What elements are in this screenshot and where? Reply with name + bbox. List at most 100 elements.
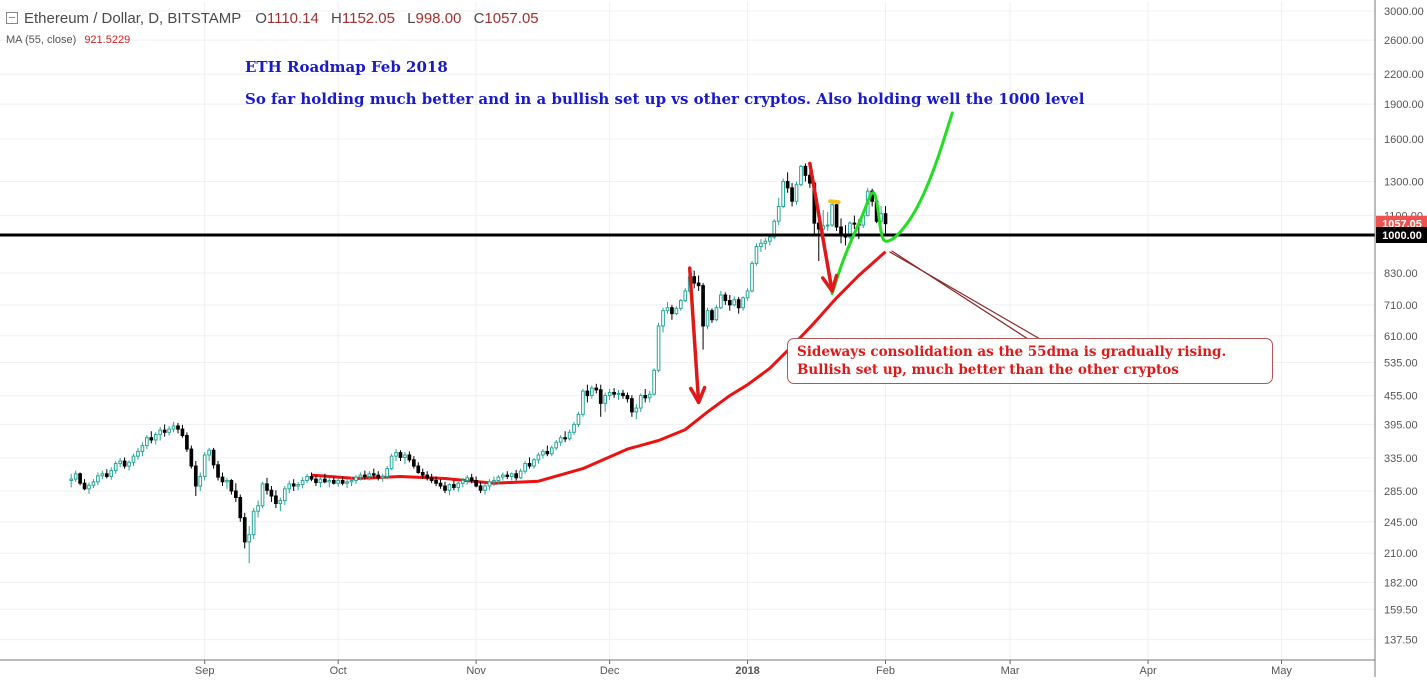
candle [452, 480, 456, 491]
candle [412, 456, 416, 469]
candle [750, 261, 754, 293]
candle-body [104, 473, 109, 477]
candle [331, 476, 336, 485]
candle [723, 292, 728, 305]
y-tick-label: 210.00 [1384, 548, 1418, 560]
candle [354, 475, 358, 484]
candle [589, 385, 594, 399]
candle [305, 473, 309, 484]
callout-line-1: Sideways consolidation as the 55dma is g… [797, 344, 1227, 360]
candle [131, 453, 136, 467]
candle [149, 431, 154, 444]
y-tick-label: 137.50 [1384, 635, 1418, 647]
candle-body [825, 224, 830, 227]
candle [158, 426, 163, 441]
drawings-layer [0, 111, 1375, 405]
x-tick-label: May [1271, 665, 1292, 677]
collapse-icon[interactable] [6, 12, 18, 24]
candle [696, 275, 701, 291]
candle [607, 388, 612, 401]
candle-body [69, 478, 74, 481]
candle-body [394, 452, 398, 457]
candle-body [193, 465, 198, 487]
candle-body [794, 184, 799, 202]
candle-body [216, 464, 220, 478]
candle-body [122, 460, 127, 467]
candle [251, 508, 256, 540]
y-tick-label: 182.00 [1384, 577, 1418, 589]
candle-body [736, 299, 741, 309]
candle [323, 473, 327, 484]
candle [647, 391, 652, 403]
candle-body [567, 431, 572, 440]
candle [127, 460, 131, 471]
candle-body [145, 437, 149, 447]
candle-body [296, 484, 300, 487]
ma-legend[interactable]: MA (55, close) 921.5229 [6, 34, 130, 46]
candle [429, 473, 434, 484]
candle [425, 471, 430, 481]
close-label: C [473, 10, 485, 27]
y-tick-label: 535.00 [1384, 358, 1418, 370]
candle [416, 462, 421, 474]
candle-body [541, 450, 545, 456]
candle [767, 235, 772, 246]
high-label: H [331, 10, 342, 27]
candle-body [576, 413, 581, 425]
candle-body [202, 454, 207, 477]
callout-line-2: Bullish set up, much better than the oth… [797, 362, 1179, 378]
candle [216, 461, 220, 481]
candle [434, 476, 438, 487]
candle [229, 479, 234, 495]
candle [371, 468, 376, 478]
candle [78, 472, 82, 486]
candle [109, 467, 114, 480]
close-value: 1057.05 [484, 10, 539, 27]
candle-body [581, 390, 585, 415]
candle [883, 206, 888, 236]
candle [287, 480, 292, 494]
candle-body [331, 479, 336, 484]
candle-body [723, 294, 728, 302]
candle-body [536, 454, 541, 461]
candle [830, 202, 834, 228]
candle-body [189, 448, 194, 467]
candle-body [478, 485, 483, 491]
candle [545, 445, 550, 457]
candle [536, 452, 541, 464]
candle-body [456, 482, 461, 488]
candle-body [73, 473, 78, 480]
candle [692, 270, 697, 289]
candle [234, 483, 238, 502]
candle [82, 479, 87, 491]
candle-body [416, 465, 421, 473]
candle [363, 470, 367, 480]
candle-body [719, 294, 723, 309]
y-tick-label: 395.00 [1384, 419, 1418, 431]
candle-body [438, 482, 443, 487]
candle-body [594, 387, 599, 391]
candle [104, 469, 109, 479]
candle [500, 472, 505, 481]
x-tick-label: Feb [876, 665, 895, 677]
level-badge [1376, 227, 1427, 244]
candle [763, 238, 768, 250]
candle [803, 163, 808, 182]
x-tick-label: Dec [600, 665, 620, 677]
candle [180, 424, 185, 438]
x-tick-label: Mar [1001, 665, 1020, 677]
level-label: 1000.00 [1382, 230, 1422, 242]
candle-body [229, 479, 234, 492]
candle-body [420, 471, 425, 476]
candle [661, 307, 665, 333]
candle [834, 203, 839, 231]
candle [189, 445, 194, 469]
candle [349, 477, 354, 487]
candle-body [514, 473, 519, 479]
candle [260, 481, 265, 509]
x-tick-label: Nov [466, 665, 486, 677]
y-tick-label: 1600.00 [1384, 134, 1424, 146]
red-arrow-january [808, 161, 839, 293]
candle-body [727, 300, 732, 306]
